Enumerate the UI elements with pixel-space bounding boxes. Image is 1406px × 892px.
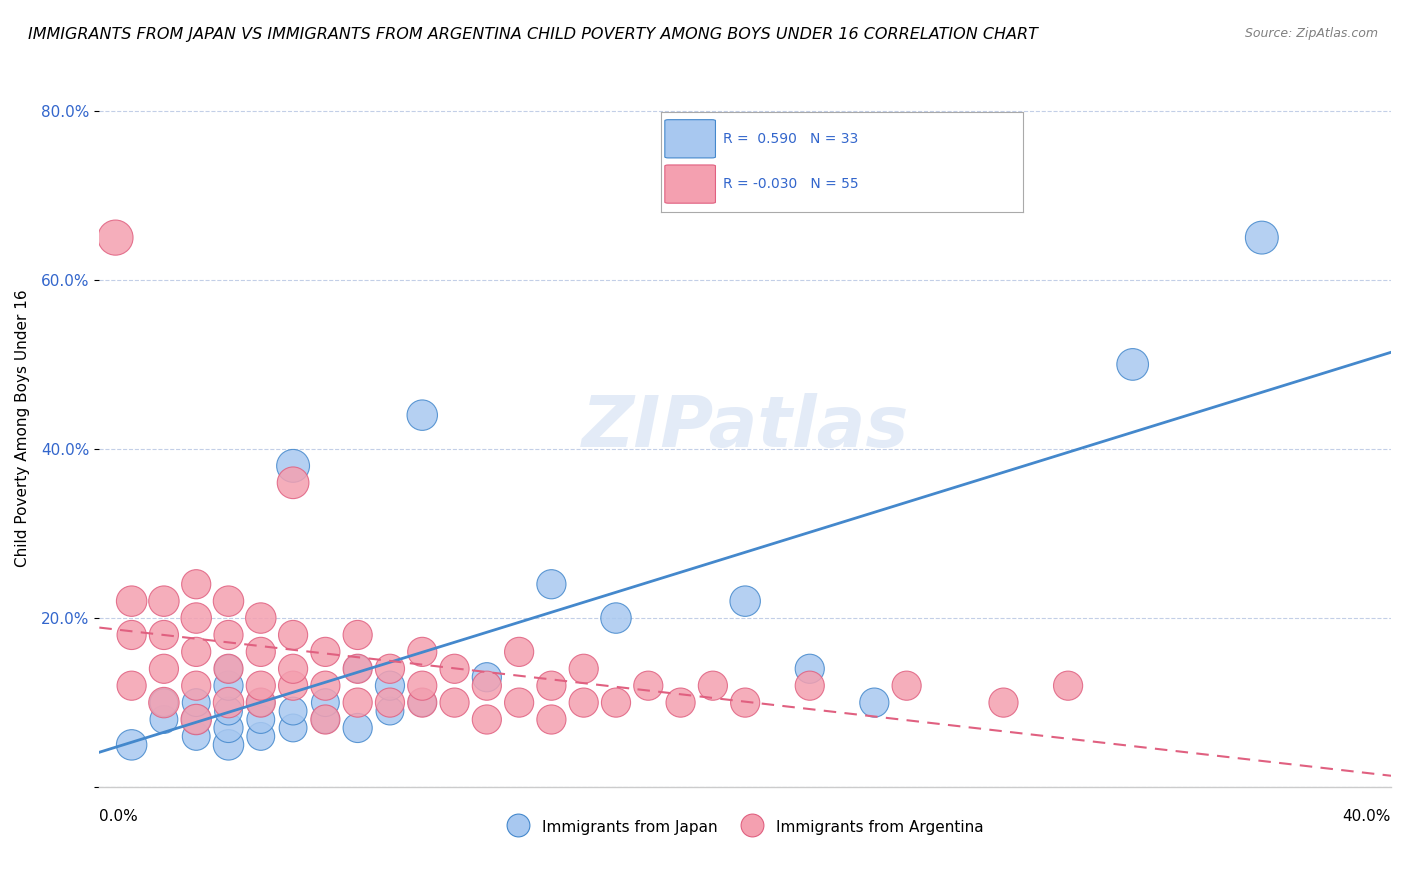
Point	[896, 679, 918, 693]
Point	[475, 713, 498, 727]
Point	[249, 696, 271, 710]
Point	[378, 704, 401, 718]
Point	[104, 230, 127, 244]
Point	[378, 662, 401, 676]
Point	[218, 628, 240, 642]
Point	[314, 713, 336, 727]
Point	[346, 696, 368, 710]
Point	[1250, 230, 1272, 244]
Point	[443, 662, 465, 676]
Point	[281, 662, 304, 676]
Point	[411, 408, 433, 422]
Point	[186, 679, 208, 693]
Point	[411, 645, 433, 659]
Point	[249, 713, 271, 727]
Point	[540, 577, 562, 591]
Point	[669, 696, 692, 710]
Point	[475, 679, 498, 693]
Point	[153, 594, 176, 608]
Point	[153, 713, 176, 727]
Point	[443, 696, 465, 710]
Point	[218, 721, 240, 735]
Point	[153, 696, 176, 710]
Point	[153, 696, 176, 710]
Point	[799, 662, 821, 676]
Point	[249, 679, 271, 693]
Point	[218, 594, 240, 608]
Point	[218, 696, 240, 710]
Point	[121, 594, 143, 608]
Point	[572, 662, 595, 676]
Point	[346, 662, 368, 676]
Point	[734, 696, 756, 710]
Point	[186, 713, 208, 727]
Point	[218, 738, 240, 752]
Point	[186, 645, 208, 659]
Point	[153, 662, 176, 676]
Point	[314, 645, 336, 659]
Point	[1057, 679, 1080, 693]
Point	[249, 645, 271, 659]
Point	[218, 704, 240, 718]
Text: Source: ZipAtlas.com: Source: ZipAtlas.com	[1244, 27, 1378, 40]
Point	[346, 662, 368, 676]
Point	[411, 696, 433, 710]
Point	[411, 679, 433, 693]
Point	[121, 628, 143, 642]
Point	[281, 475, 304, 490]
Point	[281, 628, 304, 642]
Point	[186, 730, 208, 744]
Point	[572, 696, 595, 710]
Point	[378, 696, 401, 710]
Point	[993, 696, 1015, 710]
Point	[249, 730, 271, 744]
Point	[218, 662, 240, 676]
Point	[186, 577, 208, 591]
Point	[863, 696, 886, 710]
Point	[734, 594, 756, 608]
Point	[281, 679, 304, 693]
Y-axis label: Child Poverty Among Boys Under 16: Child Poverty Among Boys Under 16	[15, 289, 30, 566]
Point	[249, 611, 271, 625]
Point	[186, 696, 208, 710]
Point	[540, 679, 562, 693]
Point	[637, 679, 659, 693]
Point	[218, 679, 240, 693]
Text: ZIPatlas: ZIPatlas	[582, 393, 908, 462]
Point	[540, 713, 562, 727]
Point	[121, 679, 143, 693]
Text: 0.0%: 0.0%	[100, 809, 138, 824]
Point	[186, 611, 208, 625]
Text: 40.0%: 40.0%	[1343, 809, 1391, 824]
Point	[508, 696, 530, 710]
Point	[218, 662, 240, 676]
Point	[281, 721, 304, 735]
Point	[605, 696, 627, 710]
Point	[1122, 358, 1144, 372]
Point	[346, 721, 368, 735]
Point	[346, 628, 368, 642]
Point	[378, 679, 401, 693]
Point	[153, 628, 176, 642]
Point	[605, 611, 627, 625]
Point	[186, 713, 208, 727]
Point	[314, 679, 336, 693]
Point	[314, 696, 336, 710]
Point	[281, 704, 304, 718]
Point	[799, 679, 821, 693]
Point	[281, 458, 304, 473]
Point	[314, 713, 336, 727]
Point	[508, 645, 530, 659]
Point	[121, 738, 143, 752]
Point	[702, 679, 724, 693]
Point	[249, 696, 271, 710]
Text: IMMIGRANTS FROM JAPAN VS IMMIGRANTS FROM ARGENTINA CHILD POVERTY AMONG BOYS UNDE: IMMIGRANTS FROM JAPAN VS IMMIGRANTS FROM…	[28, 27, 1038, 42]
Point	[411, 696, 433, 710]
Legend: Immigrants from Japan, Immigrants from Argentina: Immigrants from Japan, Immigrants from A…	[499, 810, 991, 844]
Point	[475, 670, 498, 684]
